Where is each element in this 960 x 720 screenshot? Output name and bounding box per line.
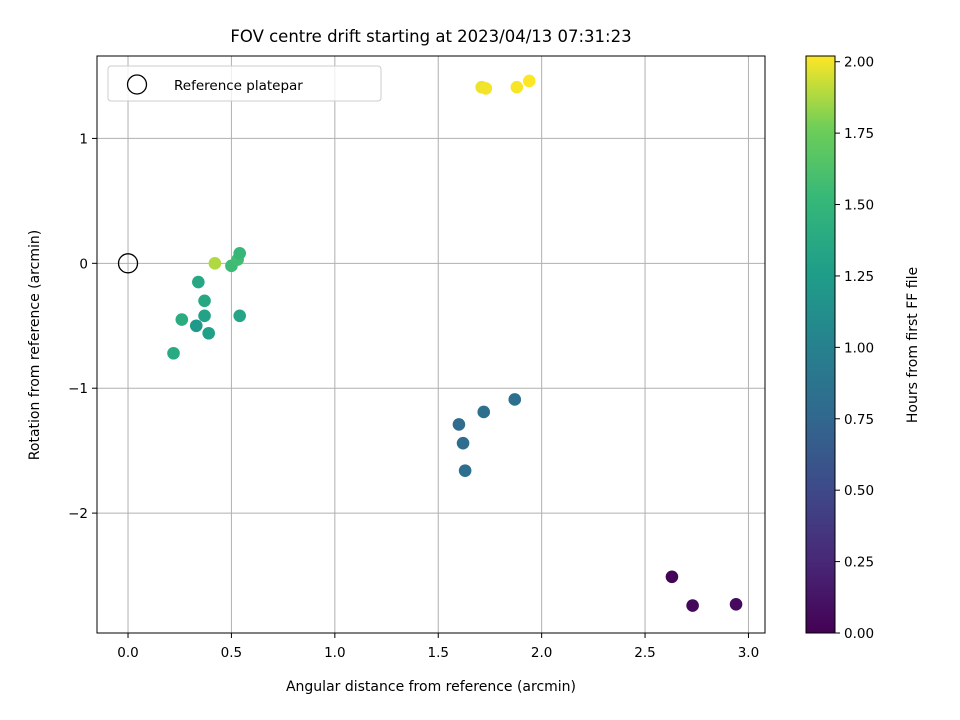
legend-box bbox=[107, 65, 382, 102]
data-point bbox=[233, 247, 246, 260]
reference-marker-layer bbox=[117, 253, 139, 274]
data-point bbox=[665, 570, 679, 584]
legend: Reference platepar bbox=[107, 65, 382, 102]
data-point bbox=[192, 275, 205, 289]
y-axis-label: Rotation from reference (arcmin) bbox=[27, 230, 43, 460]
x-axis-ticks: 0.0 0.5 1.0 1.5 2.0 2.5 3.0 bbox=[117, 633, 759, 661]
data-point bbox=[175, 313, 189, 326]
colorbar-tick-label: 0.50 bbox=[844, 483, 874, 499]
axes-frame bbox=[96, 55, 766, 634]
data-point bbox=[198, 309, 211, 323]
data-point bbox=[729, 597, 743, 611]
colorbar-label: Hours from first FF file bbox=[905, 267, 921, 423]
grid-lines bbox=[97, 56, 765, 633]
x-tick-label: 0.5 bbox=[221, 645, 242, 661]
legend-label: Reference platepar bbox=[174, 78, 303, 94]
colorbar-gradient bbox=[806, 56, 835, 633]
colorbar-tick-label: 0.25 bbox=[844, 555, 874, 571]
y-tick-label: 0 bbox=[79, 256, 88, 272]
reference-platepar-marker bbox=[117, 253, 139, 274]
data-point bbox=[477, 405, 491, 419]
data-point bbox=[458, 464, 472, 477]
data-point bbox=[202, 326, 215, 340]
x-tick-label: 0.0 bbox=[117, 645, 138, 661]
colorbar-tick-label: 0.75 bbox=[844, 412, 874, 428]
x-tick-label: 1.5 bbox=[427, 645, 448, 661]
y-tick-label: −2 bbox=[68, 506, 88, 522]
x-tick-label: 3.0 bbox=[738, 645, 759, 661]
x-tick-label: 2.5 bbox=[634, 645, 655, 661]
y-tick-label: 1 bbox=[79, 131, 88, 147]
data-points bbox=[167, 74, 743, 612]
data-point bbox=[208, 257, 222, 270]
data-point bbox=[456, 436, 470, 450]
data-point bbox=[189, 319, 203, 333]
data-point bbox=[452, 418, 466, 431]
x-axis-label: Angular distance from reference (arcmin) bbox=[286, 679, 576, 695]
data-point bbox=[510, 80, 524, 94]
x-tick-label: 2.0 bbox=[531, 645, 552, 661]
y-tick-label: −1 bbox=[68, 381, 88, 397]
colorbar-tick-label: 1.00 bbox=[844, 340, 874, 356]
colorbar: 0.00 0.25 0.50 0.75 1.00 1.25 1.50 1.75 2.00 Hou… bbox=[805, 55, 921, 642]
y-axis-ticks: 1 0 −1 −2 bbox=[68, 131, 97, 522]
x-tick-label: 1.0 bbox=[324, 645, 345, 661]
colorbar-ticks: 0.00 0.25 0.50 0.75 1.00 1.25 1.50 1.75 2.00 bbox=[835, 55, 874, 642]
data-point bbox=[479, 82, 493, 95]
colorbar-tick-label: 1.25 bbox=[844, 269, 874, 285]
legend-marker-open-circle bbox=[126, 74, 148, 95]
colorbar-tick-label: 2.00 bbox=[844, 55, 874, 71]
data-point bbox=[167, 346, 180, 360]
chart-title: FOV centre drift starting at 2023/04/13 … bbox=[230, 27, 631, 46]
plot-area bbox=[97, 56, 765, 633]
data-point bbox=[198, 294, 211, 308]
colorbar-tick-label: 1.50 bbox=[844, 198, 874, 214]
data-point bbox=[508, 393, 522, 406]
colorbar-frame bbox=[805, 55, 836, 634]
data-point bbox=[522, 74, 536, 88]
data-point bbox=[686, 599, 699, 612]
data-point bbox=[233, 309, 246, 323]
colorbar-tick-label: 0.00 bbox=[844, 626, 874, 642]
colorbar-tick-label: 1.75 bbox=[844, 126, 874, 142]
